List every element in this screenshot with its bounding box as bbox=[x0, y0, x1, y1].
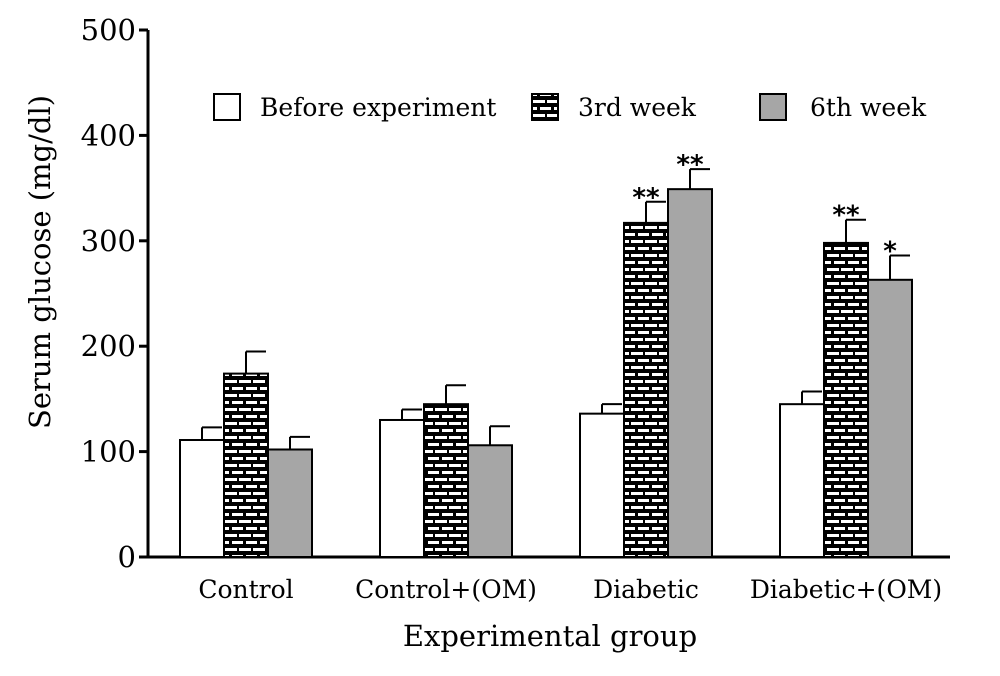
significance-label: ** bbox=[832, 201, 860, 231]
y-tick-label: 500 bbox=[81, 13, 136, 47]
y-tick-label: 300 bbox=[81, 224, 136, 258]
legend-swatch bbox=[759, 93, 787, 121]
legend-swatch bbox=[531, 93, 559, 121]
x-tick-label: Diabetic bbox=[593, 575, 699, 604]
significance-label: ** bbox=[632, 183, 660, 213]
significance-label: * bbox=[883, 237, 897, 267]
bar bbox=[779, 403, 825, 559]
bar bbox=[179, 439, 225, 559]
legend-label: 6th week bbox=[810, 93, 927, 122]
legend-label: 3rd week bbox=[578, 93, 697, 122]
bar bbox=[267, 448, 313, 559]
y-tick-label: 200 bbox=[81, 329, 136, 363]
bar bbox=[579, 412, 625, 558]
bar bbox=[667, 188, 713, 559]
bar bbox=[223, 372, 269, 558]
bar bbox=[823, 241, 869, 559]
bar bbox=[467, 444, 513, 558]
x-tick-label: Diabetic+(OM) bbox=[750, 575, 942, 604]
bar bbox=[379, 418, 425, 559]
y-axis-title: Serum glucose (mg/dl) bbox=[23, 95, 57, 429]
x-axis-title: Experimental group bbox=[403, 619, 697, 653]
significance-label: ** bbox=[676, 150, 704, 180]
legend: Before experiment 3rd week 6th week bbox=[213, 93, 927, 122]
bar bbox=[623, 221, 669, 559]
labels: Control Control+(OM)****Diabetic***Diabet… bbox=[198, 150, 942, 604]
legend-swatch bbox=[213, 93, 241, 121]
bars bbox=[179, 168, 913, 559]
y-tick-label: 0 bbox=[118, 540, 136, 574]
x-tick-label: Control+(OM) bbox=[355, 575, 537, 604]
y-tick-label: 100 bbox=[81, 435, 136, 469]
bar bbox=[867, 278, 913, 558]
legend-label: Before experiment bbox=[260, 93, 496, 122]
x-tick-label: Control bbox=[198, 575, 293, 604]
bar bbox=[423, 403, 469, 559]
y-tick-label: 400 bbox=[81, 118, 136, 152]
